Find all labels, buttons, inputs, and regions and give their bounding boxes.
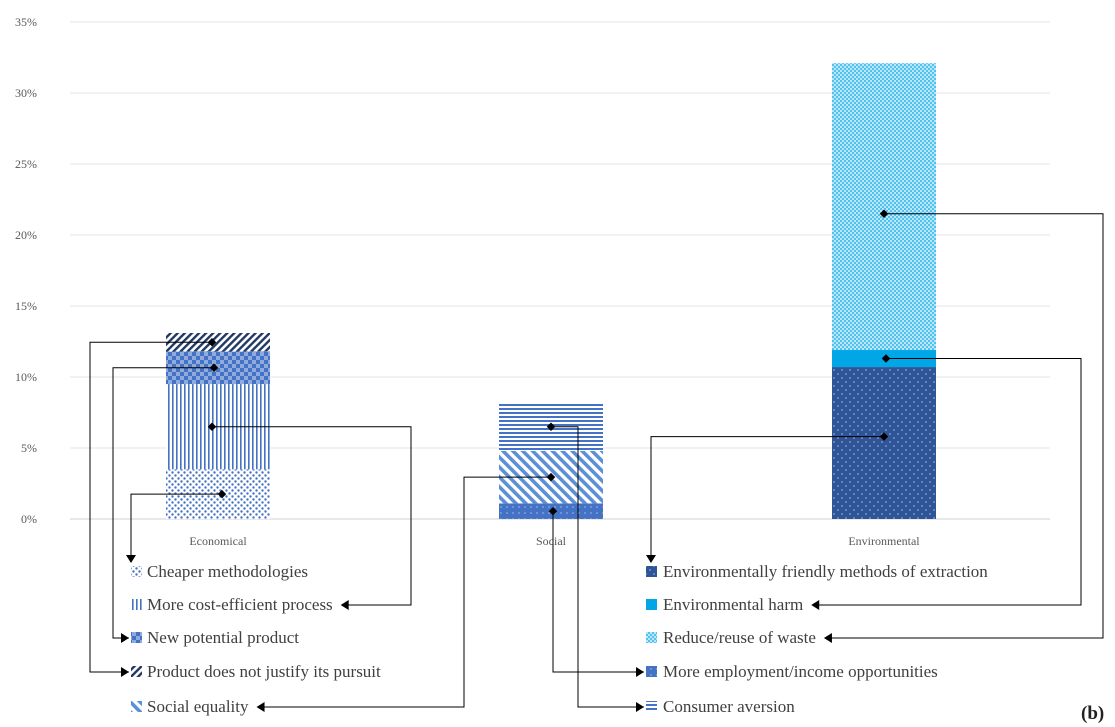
legend-swatch-reduce-reuse-of-waste (646, 632, 657, 643)
connector-arrowhead (121, 633, 129, 643)
bar-segment-environmentally-friendly-methods-of-extraction (832, 367, 936, 519)
bar-segment-product-does-not-justify-its-pursuit (166, 332, 270, 352)
connector-dot-social-equality (546, 472, 556, 482)
connector-dot-product-does-not-justify-its-pursuit (207, 337, 217, 347)
connector-cheaper-methodologies (130, 493, 222, 562)
connector-reduce-reuse-of-waste (825, 213, 1104, 639)
legend-swatch-environmental-harm (646, 599, 657, 610)
legend-swatch-social-equality (131, 701, 142, 712)
legend-swatch-cheaper-methodologies (131, 566, 142, 577)
y-tick-label: 30% (15, 86, 37, 100)
legend-label-more-cost-efficient-process: More cost-efficient process (147, 595, 333, 614)
connector-dot-more-cost-efficient-process (207, 422, 217, 431)
legend-label-social-equality: Social equality (147, 697, 249, 716)
connector-dot-more-employment-income-opportunities (548, 506, 558, 516)
legend-swatch-new-potential-product (131, 632, 142, 643)
connector-arrowhead (256, 702, 265, 712)
x-category-label: Social (536, 534, 567, 548)
legend-swatch-more-cost-efficient-process (131, 599, 142, 610)
bar-segment-reduce-reuse-of-waste (832, 63, 936, 351)
connector-dot-environmental-harm (881, 354, 891, 363)
panel-label: (b) (1081, 703, 1104, 724)
legend-label-cheaper-methodologies: Cheaper methodologies (147, 562, 308, 581)
y-tick-label: 20% (15, 228, 37, 242)
legend-swatch-consumer-aversion (646, 701, 657, 712)
y-tick-label: 35% (15, 15, 37, 29)
y-tick-label: 0% (21, 512, 37, 526)
connector-arrowhead (646, 555, 656, 563)
connector-arrowhead (636, 702, 644, 712)
x-category-label: Environmental (848, 534, 920, 548)
connector-dot-cheaper-methodologies (217, 489, 227, 499)
legend: Cheaper methodologies More cost-efficient… (131, 562, 988, 716)
connector-arrowhead (126, 555, 136, 563)
connectors (89, 209, 1104, 712)
connector-environmentally-friendly-methods-of-extraction (650, 436, 884, 562)
connector-product-does-not-justify-its-pursuit (89, 341, 212, 673)
legend-label-consumer-aversion: Consumer aversion (663, 697, 795, 716)
x-category-label: Economical (189, 534, 247, 548)
connector-dot-new-potential-product (209, 363, 219, 373)
connector-arrowhead (121, 667, 129, 677)
connector-consumer-aversion (551, 426, 644, 708)
connector-arrowhead (636, 667, 644, 677)
connector-arrowhead (340, 600, 349, 610)
bars (166, 63, 936, 519)
y-axis-ticks: 0% 5% 10% 15% 20% 25% 30% 35% (15, 15, 37, 526)
connector-social-equality (258, 476, 551, 708)
y-tick-label: 10% (15, 370, 37, 384)
connector-dot-environmentally-friendly-methods-of-extraction (879, 432, 889, 441)
connector-more-employment-income-opportunities (552, 511, 644, 673)
x-axis-categories: Economical Social Environmental (189, 534, 920, 548)
legend-label-more-employment-income-opportunities: More employment/income opportunities (663, 662, 938, 681)
connector-arrowhead (823, 633, 832, 643)
connector-more-cost-efficient-process (212, 426, 412, 606)
legend-swatch-product-does-not-justify-its-pursuit (131, 666, 142, 677)
legend-swatch-more-employment-income-opportunities (646, 666, 657, 677)
connector-dot-consumer-aversion (546, 422, 556, 431)
connector-arrowhead (811, 600, 820, 610)
legend-label-environmentally-friendly-methods-of-extraction: Environmentally friendly methods of extr… (663, 562, 988, 581)
legend-label-product-does-not-justify-its-pursuit: Product does not justify its pursuit (147, 662, 381, 681)
legend-swatch-environmentally-friendly-methods-of-extraction (646, 566, 657, 577)
connector-environmental-harm (813, 358, 1082, 606)
y-tick-label: 5% (21, 441, 37, 455)
legend-label-new-potential-product: New potential product (147, 628, 299, 647)
y-tick-label: 25% (15, 157, 37, 171)
legend-label-environmental-harm: Environmental harm (663, 595, 803, 614)
y-tick-label: 15% (15, 299, 37, 313)
legend-label-reduce-reuse-of-waste: Reduce/reuse of waste (663, 628, 816, 647)
